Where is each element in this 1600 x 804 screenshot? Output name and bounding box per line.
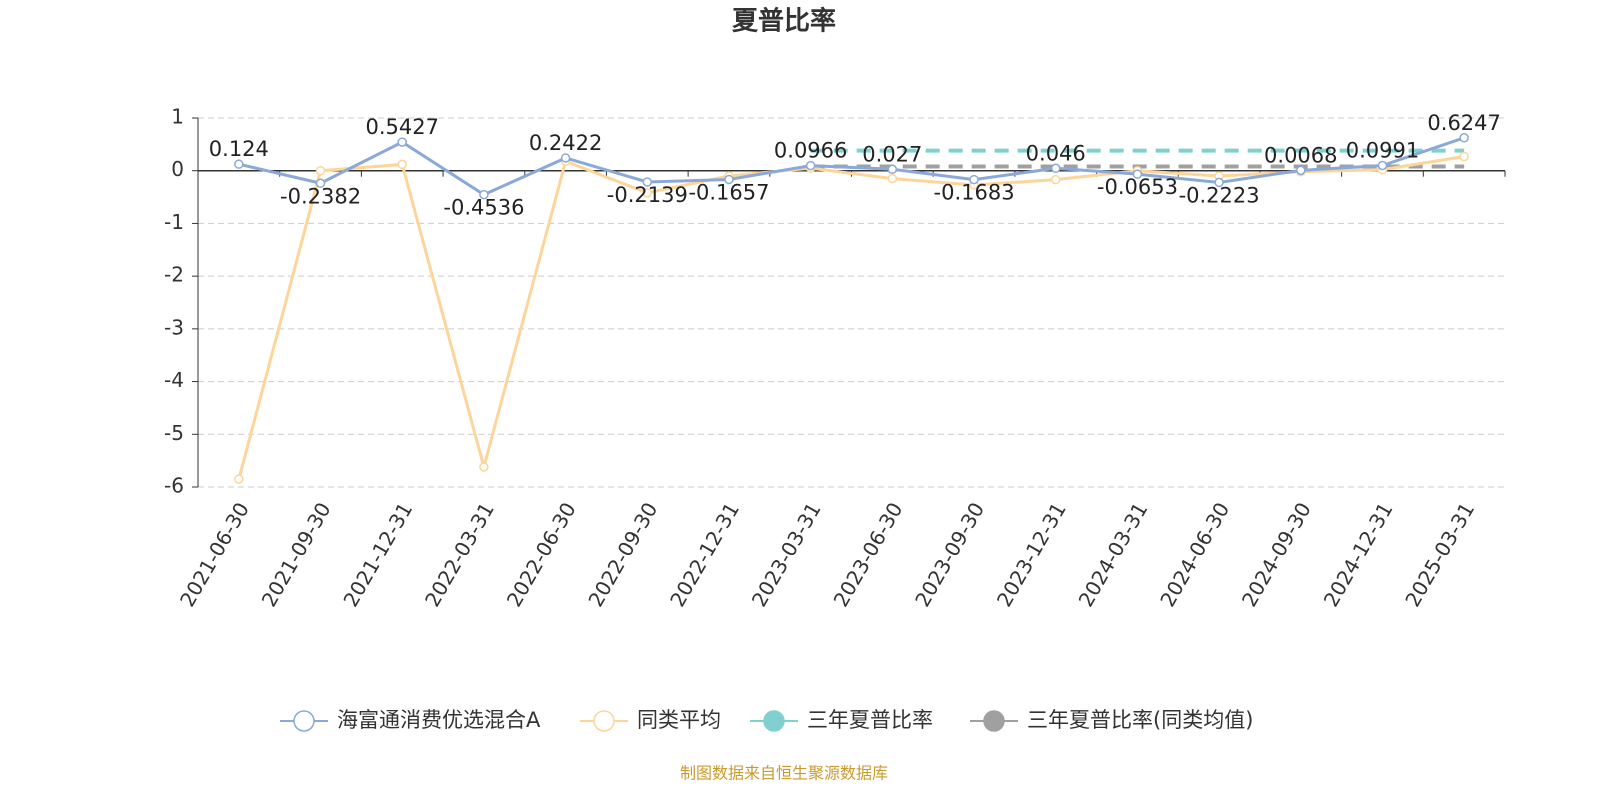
data-label: -0.1657 [688,180,769,204]
data-label: -0.2223 [1179,183,1260,207]
data-label: -0.2139 [607,183,688,207]
legend-label: 同类平均 [637,708,721,732]
point [397,137,407,147]
footnote: 制图数据来自恒生聚源数据库 [680,764,888,783]
point [1459,151,1469,162]
data-label: 0.0068 [1264,143,1337,167]
data-label: 0.124 [209,137,269,161]
x-tick-label: 2023-03-31 [747,498,826,611]
point [315,165,326,176]
chart-title: 夏普比率 [732,6,836,37]
y-tick-label: -5 [164,421,184,445]
point [560,153,571,163]
data-label: 0.0966 [774,139,847,163]
data-label: 0.027 [862,142,922,166]
x-tick-label: 2024-12-31 [1319,498,1398,611]
legend-marker [293,710,315,732]
x-tick-label: 2021-06-30 [175,498,254,611]
point [234,159,244,169]
point [479,189,489,200]
legend-item: 同类平均 [580,708,721,732]
legend-marker [983,710,1005,732]
x-tick-label: 2021-09-30 [257,498,336,611]
legend-label: 三年夏普比率 [807,708,933,732]
data-label: -0.0653 [1097,175,1178,199]
point [1377,160,1388,171]
point [1296,165,1306,176]
x-tick-label: 2023-09-30 [910,498,989,611]
point [1459,133,1469,143]
legend-marker [593,710,615,732]
legend-marker [763,710,785,732]
x-tick-label: 2024-03-31 [1074,498,1153,611]
x-tick-label: 2023-12-31 [992,498,1071,611]
point [397,159,407,170]
point [724,174,734,185]
legend-item: 海富通消费优选混合A [280,708,541,732]
data-label: 0.2422 [529,131,602,155]
point [969,174,979,185]
y-tick-label: -4 [164,368,184,392]
y-tick-label: -2 [164,263,184,287]
data-label: -0.2382 [280,184,361,208]
point [887,164,898,175]
x-tick-label: 2022-06-30 [502,498,581,611]
x-tick-label: 2025-03-31 [1400,498,1479,611]
data-label: 0.5427 [365,115,438,139]
y-tick-label: -6 [164,474,184,498]
point [315,178,326,189]
legend-item: 三年夏普比率(同类均值) [970,708,1253,732]
data-label: 0.046 [1026,141,1086,165]
point [1132,169,1143,179]
series-line [238,136,1465,197]
y-tick-label: 0 [171,157,184,181]
x-tick-label: 2022-12-31 [665,498,744,611]
point [1050,174,1061,185]
point [642,177,653,187]
data-label: 0.0991 [1346,138,1419,162]
legend-item: 三年夏普比率 [750,708,933,732]
x-tick-label: 2022-03-31 [420,498,499,611]
point [479,462,489,472]
x-tick-label: 2021-12-31 [338,498,417,611]
x-tick-label: 2023-06-30 [829,498,908,611]
point [1050,163,1061,174]
point [642,188,653,198]
point [805,160,816,171]
point [234,474,244,484]
x-tick-label: 2024-06-30 [1155,498,1234,611]
point [887,173,898,184]
data-label: -0.4536 [443,196,524,220]
y-tick-label: -1 [164,210,184,234]
y-tick-label: -3 [164,315,184,339]
series-line [237,155,1465,480]
x-tick-label: 2024-09-30 [1237,498,1316,611]
data-label: -0.1683 [934,181,1015,205]
legend-label: 三年夏普比率(同类均值) [1027,708,1253,732]
legend-label: 海富通消费优选混合A [337,708,541,732]
data-label: 0.6247 [1427,111,1500,135]
y-tick-label: 1 [171,105,184,129]
point [1214,177,1224,188]
x-tick-label: 2022-09-30 [583,498,662,611]
